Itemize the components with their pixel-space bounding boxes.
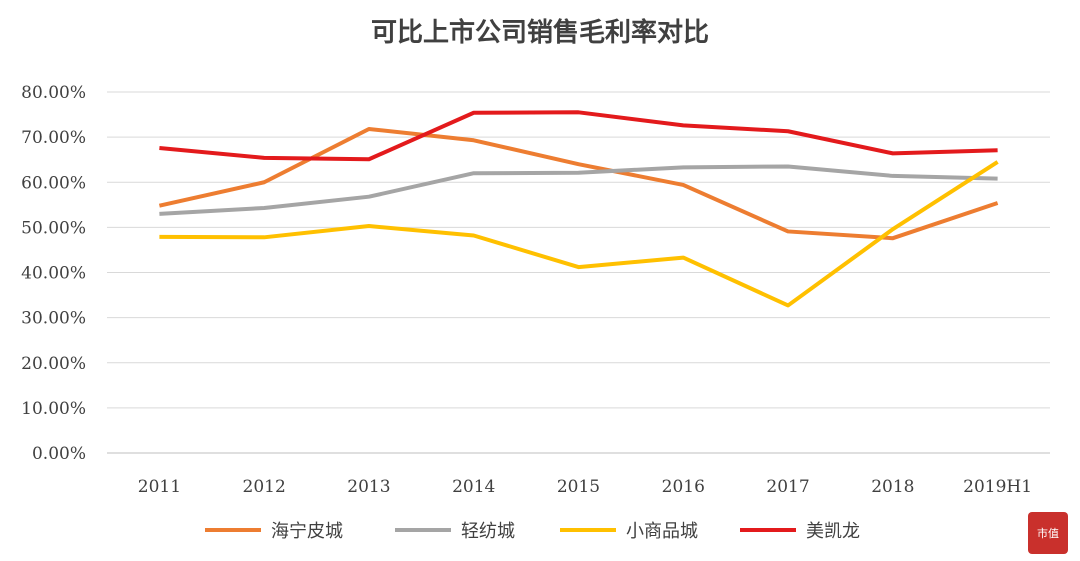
line-chart: 0.00% 10.00% 20.00% 30.00% 40.00% 50.00% 60.00… — [21, 83, 1050, 497]
x-axis-ticks: 2011 2012 2013 2014 2015 2016 2017 2018 2019H1 — [138, 477, 1032, 497]
y-tick-label: 60.00% — [21, 173, 86, 193]
legend-label: 轻纺城 — [461, 521, 515, 542]
y-tick-label: 10.00% — [21, 399, 86, 419]
y-axis-ticks: 0.00% 10.00% 20.00% 30.00% 40.00% 50.00% 60.00… — [21, 83, 86, 464]
legend-item: 小商品城 — [560, 515, 698, 545]
legend: 海宁皮城 轻纺城 小商品城 美凯龙 — [0, 515, 1080, 545]
chart-title: 可比上市公司销售毛利率对比 — [370, 18, 709, 48]
x-tick-label: 2016 — [662, 477, 705, 497]
series-line — [159, 164, 998, 216]
legend-swatch — [740, 528, 796, 532]
x-tick-label: 2015 — [557, 477, 600, 497]
legend-item: 轻纺城 — [395, 515, 515, 545]
legend-label: 海宁皮城 — [271, 521, 343, 542]
series-line — [159, 160, 999, 308]
x-tick-label: 2013 — [347, 477, 390, 497]
x-tick-label: 2014 — [452, 477, 495, 497]
logo-text: 市值 — [1037, 526, 1059, 540]
series-line — [159, 110, 998, 162]
x-tick-label: 2019H1 — [963, 477, 1032, 497]
y-tick-label: 40.00% — [21, 264, 86, 284]
legend-item: 海宁皮城 — [205, 515, 343, 545]
y-tick-label: 20.00% — [21, 354, 86, 374]
y-tick-label: 0.00% — [32, 444, 86, 464]
series-lines — [158, 110, 999, 308]
x-tick-label: 2011 — [138, 477, 181, 497]
y-tick-label: 30.00% — [21, 309, 86, 329]
y-tick-label: 70.00% — [21, 128, 86, 148]
series-line — [158, 127, 999, 241]
y-tick-label: 50.00% — [21, 218, 86, 238]
legend-label: 美凯龙 — [806, 521, 860, 542]
x-tick-label: 2017 — [766, 477, 809, 497]
legend-swatch — [205, 528, 261, 532]
legend-swatch — [560, 528, 616, 532]
legend-item: 美凯龙 — [740, 515, 860, 545]
legend-swatch — [395, 528, 451, 532]
x-tick-label: 2018 — [871, 477, 914, 497]
legend-label: 小商品城 — [626, 521, 698, 542]
brand-logo: 市值 — [1028, 512, 1068, 554]
x-tick-label: 2012 — [243, 477, 286, 497]
y-tick-label: 80.00% — [21, 83, 86, 103]
gridlines — [107, 91, 1050, 454]
